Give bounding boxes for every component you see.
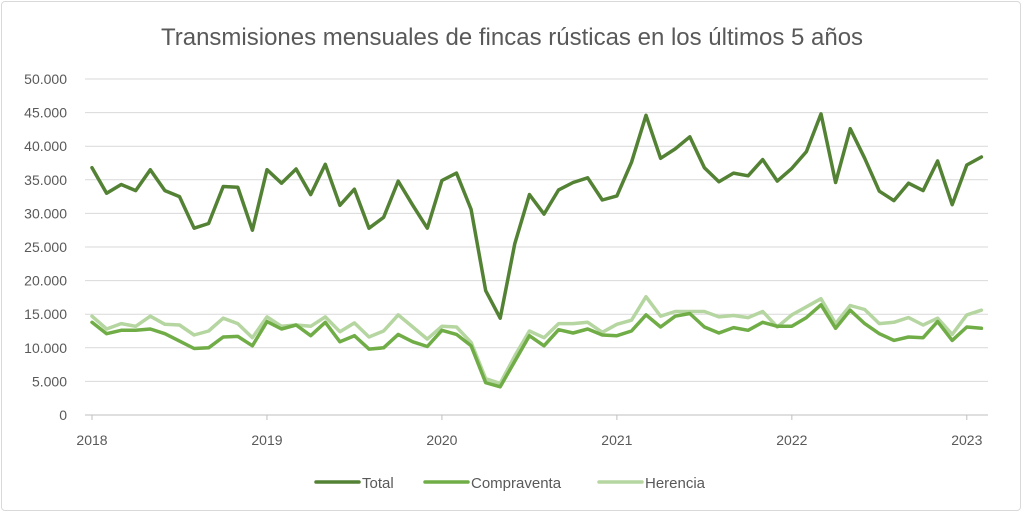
legend-label-herencia: Herencia [645,475,706,492]
y-axis-ticks: 0 5.000 10.000 15.000 20.000 25.000 30.000 35.0… [24,71,67,423]
series-line-total [90,112,984,320]
y-tick-label: 40.000 [24,138,67,154]
series-line-herencia [90,294,984,386]
y-tick-label: 45.000 [24,105,67,121]
gridlines [85,78,988,416]
series-line-compraventa [90,303,984,389]
legend: Total Compraventa Herencia [314,475,706,492]
x-tick-label: 2020 [426,432,457,448]
y-tick-label: 50.000 [24,71,67,87]
y-tick-label: 0 [59,407,67,423]
x-axis-ticks: 2018 2019 2020 2021 2022 2023 [76,415,983,448]
x-tick-label: 2018 [76,432,107,448]
legend-label-compraventa: Compraventa [471,475,562,492]
series-lines [90,112,984,389]
x-tick-label: 2023 [951,432,982,448]
y-tick-label: 15.000 [24,306,67,322]
x-tick-label: 2019 [251,432,282,448]
x-tick-label: 2022 [776,432,807,448]
legend-label-total: Total [362,475,394,492]
x-tick-label: 2021 [601,432,632,448]
chart-title: Transmisiones mensuales de fincas rústic… [161,24,863,51]
y-tick-label: 20.000 [24,273,67,289]
y-tick-label: 10.000 [24,340,67,356]
y-tick-label: 5.000 [32,373,67,389]
y-tick-label: 25.000 [24,239,67,255]
y-tick-label: 35.000 [24,172,67,188]
y-tick-label: 30.000 [24,205,67,221]
